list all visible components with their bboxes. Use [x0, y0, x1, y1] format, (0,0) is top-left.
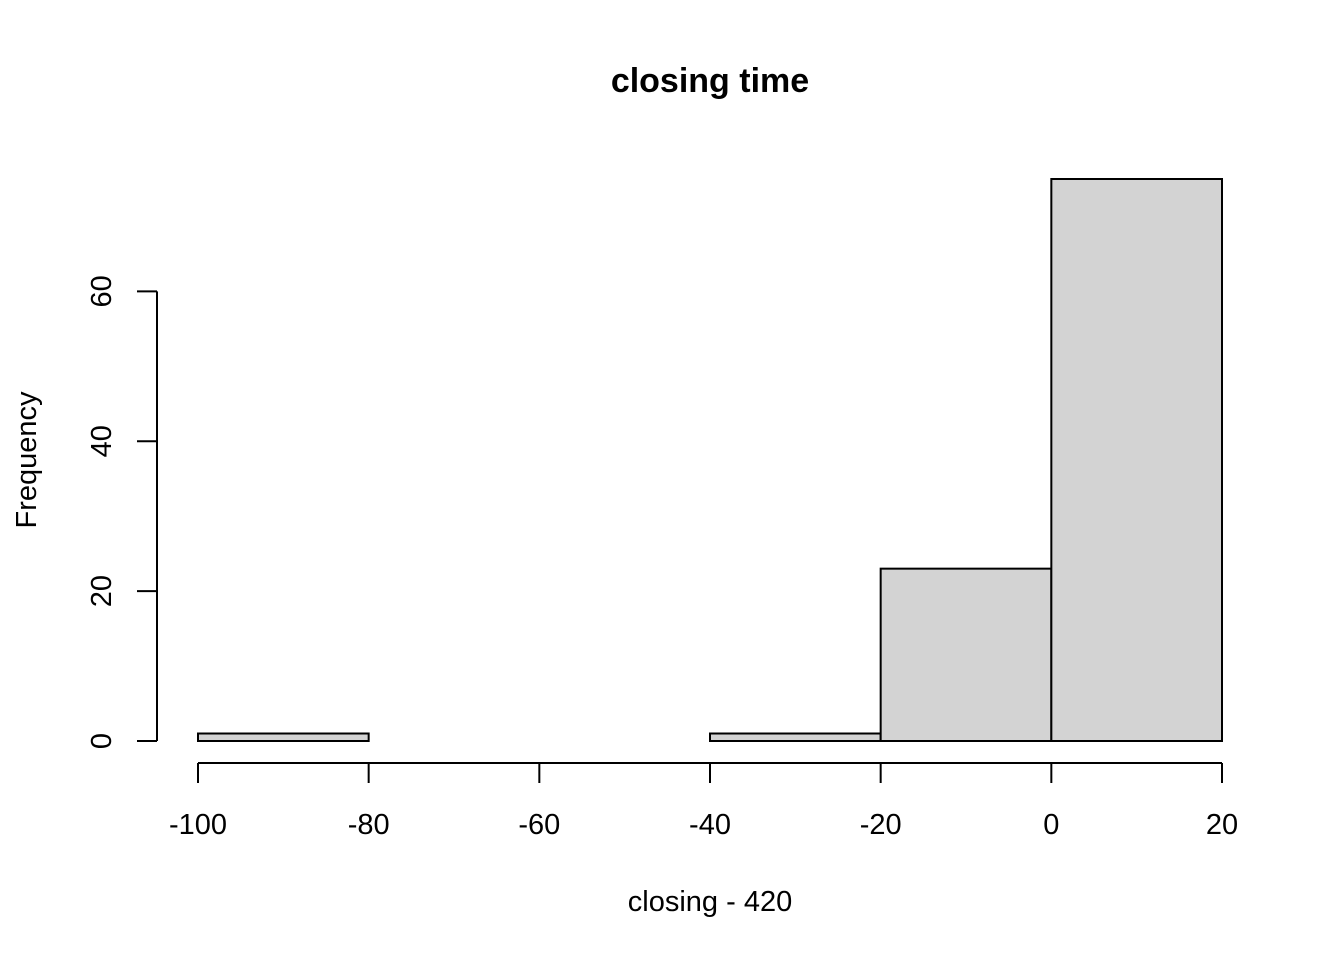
x-tick-label: -100 — [169, 809, 227, 841]
histogram-bar — [879, 567, 1053, 742]
x-tick-label: -40 — [689, 809, 731, 841]
x-tick-label: -60 — [518, 809, 560, 841]
y-tick-label: 0 — [86, 733, 118, 749]
y-axis-label: Frequency — [11, 391, 43, 529]
x-tick-label: -20 — [860, 809, 902, 841]
x-axis-label: closing - 420 — [628, 886, 792, 918]
bars-group — [197, 178, 1224, 742]
y-tick-label: 60 — [86, 275, 118, 307]
x-tick-label: 0 — [1043, 809, 1059, 841]
histogram-bar — [197, 732, 370, 742]
x-axis: -100 -80 -60 -40 -20 0 20 — [169, 762, 1238, 841]
x-tick-label: -80 — [348, 809, 390, 841]
histogram-bar — [1050, 178, 1224, 742]
chart-title: closing time — [611, 62, 809, 100]
y-tick-label: 40 — [86, 425, 118, 457]
y-axis: 0 20 40 60 — [86, 275, 158, 749]
histogram-bar — [709, 732, 882, 742]
x-tick-label: 20 — [1206, 809, 1238, 841]
y-tick-label: 20 — [86, 575, 118, 607]
